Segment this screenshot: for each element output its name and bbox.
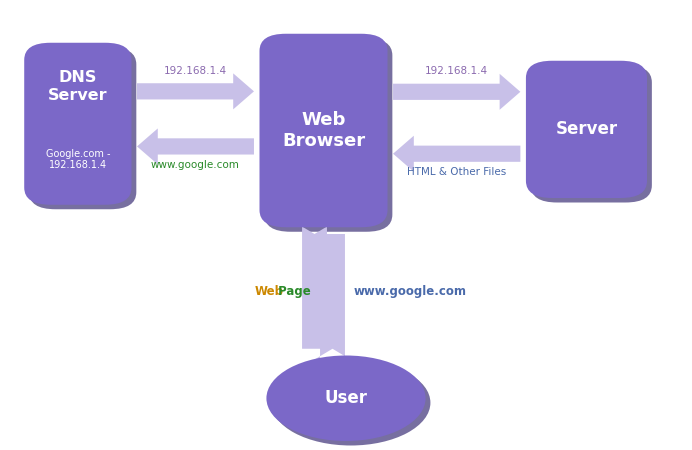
Polygon shape	[306, 234, 359, 364]
Text: www.google.com: www.google.com	[353, 285, 466, 298]
Text: User: User	[325, 389, 367, 407]
FancyBboxPatch shape	[526, 61, 647, 198]
FancyBboxPatch shape	[531, 65, 652, 203]
FancyBboxPatch shape	[29, 47, 136, 209]
Text: 192.168.1.4: 192.168.1.4	[425, 66, 489, 76]
FancyBboxPatch shape	[264, 38, 392, 232]
Text: Server: Server	[556, 120, 617, 139]
FancyBboxPatch shape	[24, 43, 131, 205]
Text: Web
Browser: Web Browser	[282, 111, 365, 150]
Text: DNS
Server: DNS Server	[48, 70, 108, 103]
Polygon shape	[288, 218, 340, 349]
Polygon shape	[393, 136, 520, 172]
Text: Google.com -
192.168.1.4: Google.com - 192.168.1.4	[46, 148, 110, 170]
Polygon shape	[137, 128, 254, 164]
FancyBboxPatch shape	[260, 34, 388, 227]
Text: HTML & Other Files: HTML & Other Files	[407, 167, 507, 177]
Ellipse shape	[271, 360, 430, 446]
Ellipse shape	[266, 356, 426, 441]
Text: 192.168.1.4: 192.168.1.4	[164, 66, 227, 76]
Text: Page: Page	[274, 285, 311, 298]
Text: www.google.com: www.google.com	[151, 160, 240, 170]
Polygon shape	[137, 73, 254, 109]
Polygon shape	[393, 74, 520, 110]
Text: Web: Web	[255, 285, 284, 298]
